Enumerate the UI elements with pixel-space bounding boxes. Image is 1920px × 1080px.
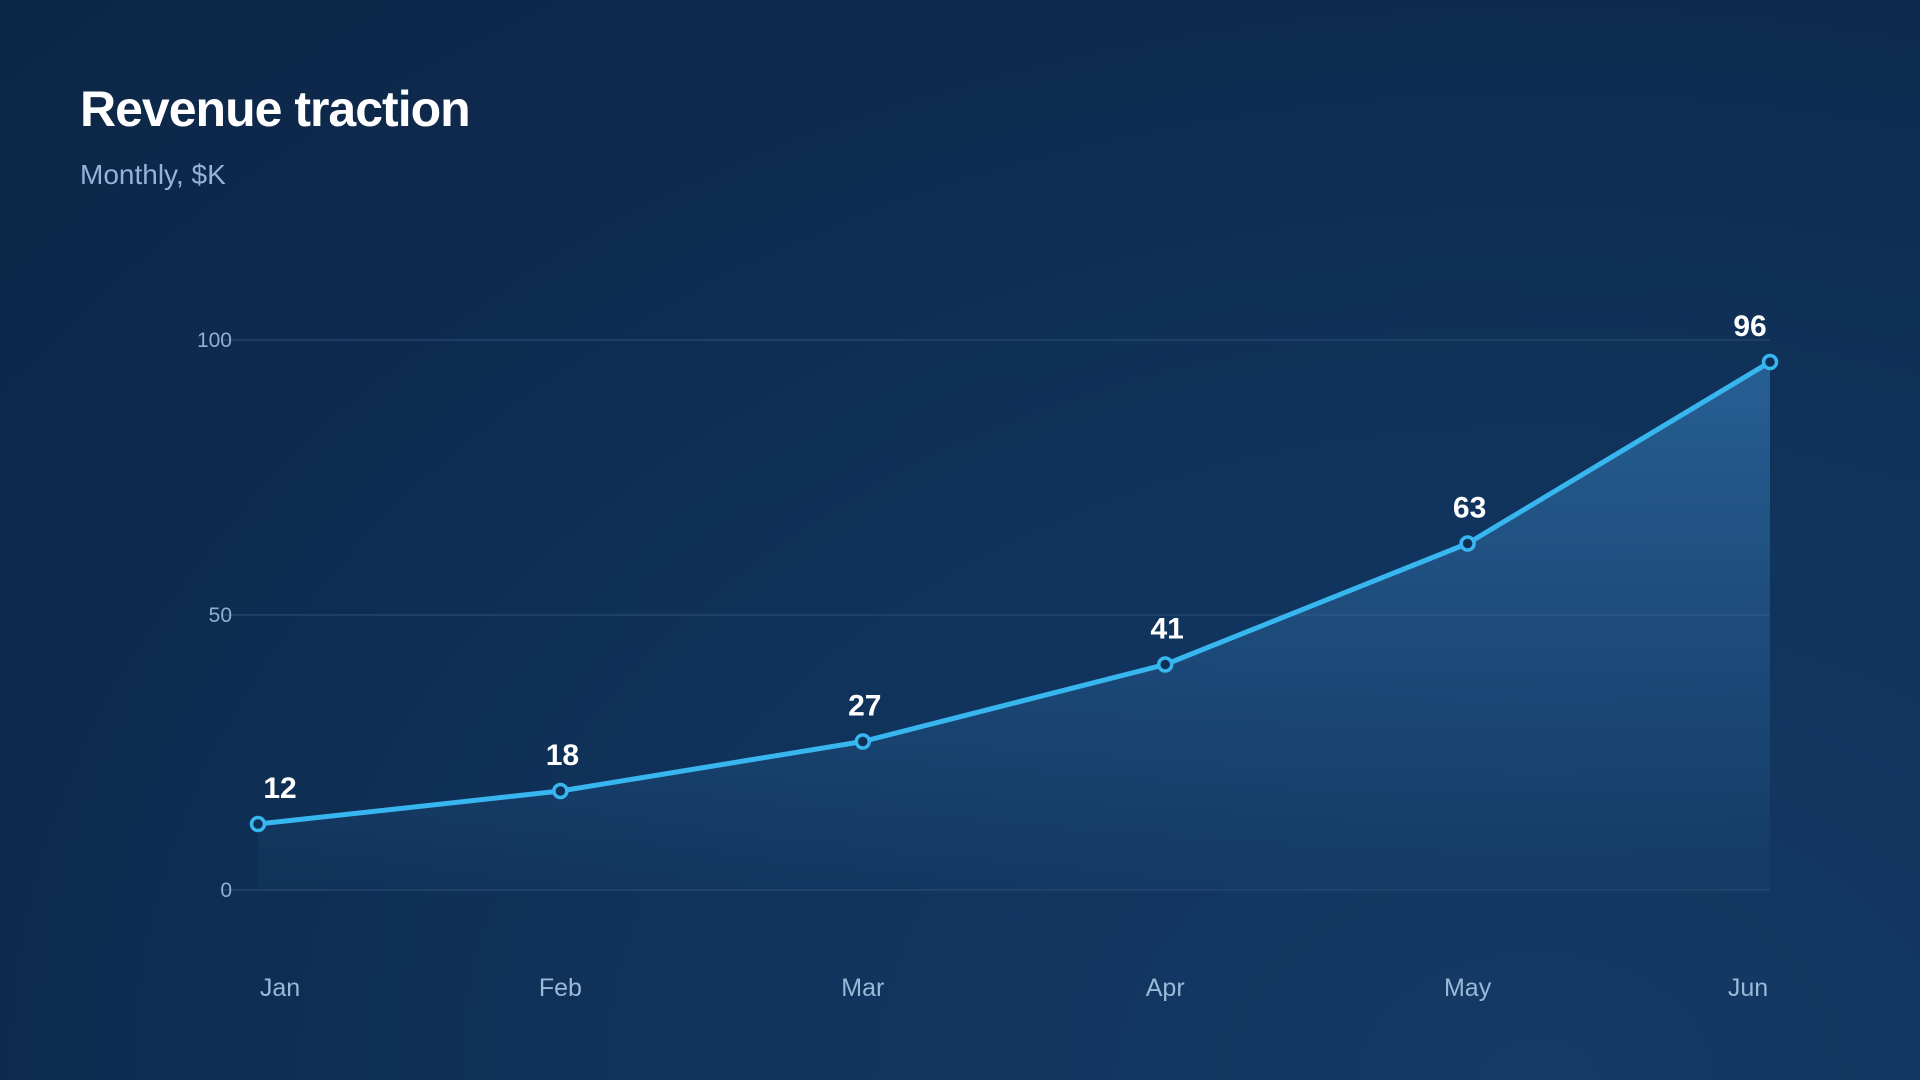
series-line-layer (255, 359, 1773, 827)
y-tick-label: 50 (209, 604, 232, 627)
series-line (255, 359, 1773, 827)
x-tick-label: Mar (841, 974, 884, 1002)
x-axis-ticks: Jan Feb Mar Apr May Jun (260, 974, 1768, 1002)
data-label: 41 (1151, 613, 1184, 646)
data-point (1459, 535, 1476, 552)
x-tick-label: Apr (1146, 974, 1185, 1002)
x-tick-label: Jun (1728, 974, 1768, 1002)
data-point (1761, 353, 1779, 371)
data-label: 96 (1733, 310, 1766, 343)
chart-subtitle: Monthly, $K (80, 159, 226, 190)
area-fill-layer (258, 362, 1770, 890)
series-area (258, 362, 1770, 890)
data-label: 27 (848, 690, 881, 723)
data-point (249, 815, 267, 833)
data-label: 63 (1453, 492, 1486, 525)
chart-header: Revenue traction Monthly, $K (80, 80, 1080, 192)
data-label: 18 (546, 739, 579, 772)
data-point (1156, 656, 1174, 673)
data-point (552, 782, 569, 800)
x-tick-label: May (1444, 974, 1492, 1002)
y-axis-ticks: 0 50 100 (197, 329, 232, 902)
data-point (854, 733, 872, 750)
chart-title: Revenue traction (80, 81, 471, 137)
y-tick-label: 0 (220, 879, 232, 902)
data-labels: 12 18 27 41 63 96 (263, 310, 1766, 805)
y-tick-label: 100 (197, 329, 232, 352)
data-points (249, 353, 1779, 833)
x-tick-label: Feb (539, 974, 582, 1002)
data-label: 12 (263, 772, 296, 805)
x-tick-label: Jan (260, 974, 300, 1002)
